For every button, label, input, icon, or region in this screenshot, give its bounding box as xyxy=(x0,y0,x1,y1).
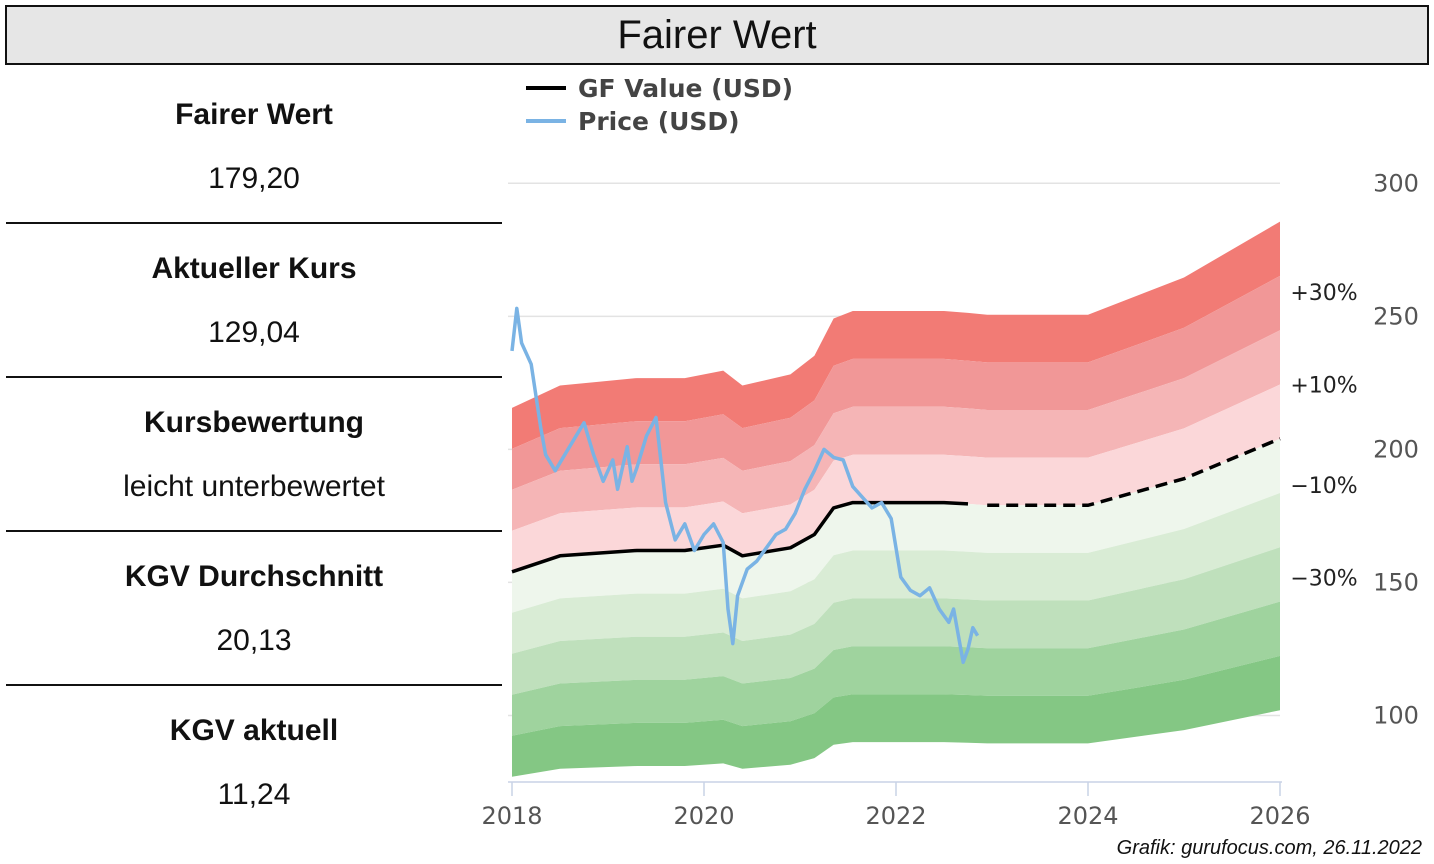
valuation-band xyxy=(512,547,1280,695)
band-label: −30% xyxy=(1290,567,1357,592)
valuation-band xyxy=(512,601,1280,736)
x-tick-label: 2024 xyxy=(1057,802,1118,830)
gf-value-line xyxy=(511,500,969,574)
metric-label: KGV aktuell xyxy=(169,714,339,747)
metric-fair-value: Fairer Wert 179,20 xyxy=(6,70,502,224)
source-caption: Grafik: gurufocus.com, 26.11.2022 xyxy=(1116,837,1422,859)
y-tick-label: 100 xyxy=(1373,701,1419,729)
gf-value-forecast-line xyxy=(987,437,1281,508)
y-tick-label: 300 xyxy=(1373,169,1419,197)
band-label: −10% xyxy=(1290,474,1357,499)
legend-label: GF Value (USD) xyxy=(578,74,793,103)
metric-pe-average: KGV Durchschnitt 20,13 xyxy=(6,532,502,686)
x-tick-label: 2020 xyxy=(673,802,734,830)
metric-valuation: Kursbewertung leicht unterbewertet xyxy=(6,378,502,532)
price-line xyxy=(510,306,980,665)
page-title: Fairer Wert xyxy=(5,5,1429,65)
valuation-band xyxy=(512,493,1280,654)
page-title-text: Fairer Wert xyxy=(617,12,817,57)
band-label: +30% xyxy=(1290,281,1357,306)
valuation-band xyxy=(512,438,1280,613)
metrics-panel: Fairer Wert 179,20 Aktueller Kurs 129,04… xyxy=(6,70,502,840)
metric-label: Kursbewertung xyxy=(143,406,365,439)
metric-value: 129,04 xyxy=(208,316,300,349)
x-tick-label: 2018 xyxy=(481,802,542,830)
y-tick-label: 200 xyxy=(1373,435,1419,463)
metric-current-price: Aktueller Kurs 129,04 xyxy=(6,224,502,378)
valuation-band xyxy=(512,384,1280,572)
metric-label: KGV Durchschnitt xyxy=(124,560,384,593)
metric-value: 20,13 xyxy=(216,624,292,657)
y-tick-label: 150 xyxy=(1373,568,1419,596)
valuation-band xyxy=(512,275,1280,490)
metric-value: leicht unterbewertet xyxy=(123,470,385,503)
valuation-band xyxy=(512,655,1280,777)
metric-label: Fairer Wert xyxy=(175,98,333,131)
x-tick-label: 2026 xyxy=(1249,802,1310,830)
valuation-band xyxy=(512,330,1280,531)
metric-value: 11,24 xyxy=(217,778,291,811)
valuation-band xyxy=(512,221,1280,449)
x-tick-label: 2022 xyxy=(865,802,926,830)
band-label: +10% xyxy=(1290,373,1357,398)
metric-label: Aktueller Kurs xyxy=(151,252,357,285)
metric-value: 179,20 xyxy=(208,162,300,195)
legend-label: Price (USD) xyxy=(578,107,740,136)
y-tick-label: 250 xyxy=(1373,302,1419,330)
metric-pe-current: KGV aktuell 11,24 xyxy=(6,686,502,840)
